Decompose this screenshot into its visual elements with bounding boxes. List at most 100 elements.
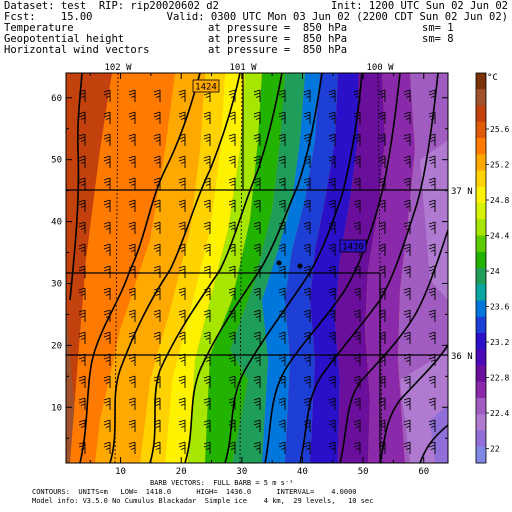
- wind-barb: [78, 177, 86, 190]
- wind-barb: [378, 221, 386, 234]
- wind-barb: [303, 287, 311, 300]
- wind-barb: [128, 375, 136, 388]
- x-tick-label: 60: [418, 467, 429, 477]
- wind-barb: [428, 265, 436, 278]
- wind-barb: [78, 243, 86, 256]
- colorbar-swatch: [476, 235, 486, 253]
- wind-barb: [328, 133, 336, 146]
- field-pressure-temperature: at pressure = 850 hPa: [208, 22, 348, 34]
- wind-barb: [128, 309, 136, 322]
- wind-barb: [353, 309, 361, 322]
- latitude-labels: 37 N 36 N: [451, 187, 473, 362]
- wind-barb: [228, 375, 236, 388]
- y-tick-label: 60: [51, 94, 62, 104]
- wind-barb: [103, 353, 111, 366]
- wind-barb: [428, 287, 436, 300]
- wind-barb: [153, 133, 161, 146]
- wind-barb: [328, 177, 336, 190]
- wind-barb: [203, 177, 211, 190]
- wind-barb: [178, 177, 186, 190]
- valid-time: Valid: 0300 UTC Mon 03 Jun 02 (2200 CDT …: [166, 11, 508, 23]
- colorbar-swatch: [476, 73, 486, 90]
- wind-barb: [278, 155, 286, 168]
- wind-barb: [203, 111, 211, 124]
- y-tick-label: 40: [51, 218, 62, 228]
- wind-barb: [403, 419, 411, 432]
- wind-barb: [103, 133, 111, 146]
- wind-barb: [228, 199, 236, 212]
- wind-barb: [428, 375, 436, 388]
- colorbar-label: 22.4: [490, 409, 509, 418]
- wind-barb: [178, 375, 186, 388]
- wind-barb: [303, 221, 311, 234]
- wind-barb: [178, 111, 186, 124]
- wind-barb: [103, 243, 111, 256]
- wind-barb: [78, 287, 86, 300]
- colorbar-swatch: [476, 365, 486, 383]
- svg-text:1430: 1430: [342, 243, 364, 253]
- wind-barbs: [78, 89, 436, 454]
- wind-barb: [178, 309, 186, 322]
- wind-barb: [253, 155, 261, 168]
- wind-barb: [128, 287, 136, 300]
- field-name-wind: Horizontal wind vectors: [4, 44, 150, 56]
- x-tick-label: 30: [236, 467, 247, 477]
- wind-barb: [303, 243, 311, 256]
- wind-barb: [353, 375, 361, 388]
- wind-barb: [278, 309, 286, 322]
- wind-barb: [128, 397, 136, 410]
- wind-barb: [203, 243, 211, 256]
- wind-barb: [303, 89, 311, 102]
- wind-barb: [228, 243, 236, 256]
- wind-barb: [328, 419, 336, 432]
- wind-barb: [178, 133, 186, 146]
- wind-barb: [103, 309, 111, 322]
- wind-barb: [353, 111, 361, 124]
- latitude-37n: 37 N: [451, 187, 473, 197]
- wind-barb: [128, 199, 136, 212]
- wind-barb: [203, 397, 211, 410]
- wind-barb: [428, 177, 436, 190]
- wind-barb: [278, 177, 286, 190]
- colorbar-swatch: [476, 154, 486, 171]
- wind-barb: [428, 397, 436, 410]
- colorbar-swatch: [476, 446, 486, 464]
- x-tick-label: 20: [176, 467, 187, 477]
- wind-barb: [328, 309, 336, 322]
- contour-label-1430: 1430: [339, 239, 367, 253]
- wind-barb: [103, 397, 111, 410]
- field-smoothing-height: sm= 8: [422, 33, 454, 45]
- wind-barb: [253, 221, 261, 234]
- colorbar-label: 24: [490, 267, 500, 276]
- field-name-temperature: Temperature: [4, 22, 74, 34]
- wind-barb: [128, 177, 136, 190]
- colorbar-swatch: [476, 219, 486, 236]
- wind-barb: [78, 133, 86, 146]
- colorbar-swatch: [476, 414, 486, 431]
- wind-barb: [153, 397, 161, 410]
- wind-barb: [203, 199, 211, 212]
- wind-barb: [203, 419, 211, 432]
- wind-barb: [353, 441, 361, 454]
- colorbar-swatch: [476, 138, 486, 155]
- wind-barb: [78, 397, 86, 410]
- wind-barb: [228, 331, 236, 344]
- wind-barb: [353, 397, 361, 410]
- wind-barb: [353, 133, 361, 146]
- wind-barb: [428, 221, 436, 234]
- wind-barb: [228, 309, 236, 322]
- field-smoothing-temperature: sm= 1: [422, 22, 454, 34]
- wind-barb: [103, 155, 111, 168]
- wind-barb: [153, 89, 161, 102]
- wind-barb: [278, 287, 286, 300]
- wind-barb: [128, 221, 136, 234]
- wind-barb: [278, 243, 286, 256]
- wind-barb: [178, 419, 186, 432]
- wind-barb: [178, 397, 186, 410]
- wind-barb: [103, 331, 111, 344]
- wind-barb: [253, 89, 261, 102]
- plot-frame: [65, 72, 449, 464]
- wind-barb: [403, 265, 411, 278]
- wind-barb: [403, 243, 411, 256]
- longitude-labels: 102 W 101 W 100 W: [104, 63, 394, 73]
